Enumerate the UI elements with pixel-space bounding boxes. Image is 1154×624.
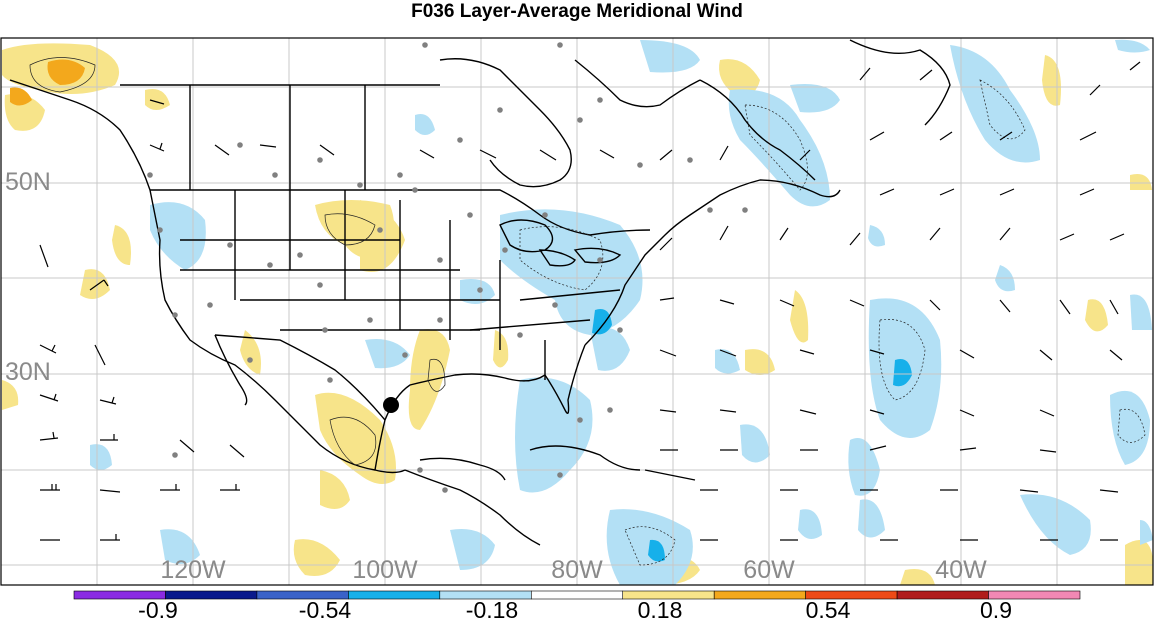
- shade-neg: [790, 84, 840, 113]
- shade-pos-strong: [47, 59, 85, 85]
- shade-pos: [745, 349, 775, 375]
- contour-lines: [29, 57, 1146, 566]
- shade-pos-strong: [10, 87, 32, 106]
- colorbar-label: -0.18: [465, 597, 519, 623]
- shade-neg: [150, 202, 206, 270]
- shade-neg: [365, 339, 410, 369]
- shade-neg: [1140, 520, 1153, 545]
- station-markers: [147, 42, 748, 493]
- shade-pos: [112, 225, 131, 265]
- shade-neg-strong: [592, 309, 612, 335]
- lon-label-120w: 120W: [160, 556, 226, 584]
- colorbar-swatch: [530, 590, 624, 600]
- shade-pos: [1130, 174, 1152, 190]
- shade-pos: [408, 329, 450, 430]
- shade-neg: [460, 279, 495, 304]
- shade-pos: [1125, 540, 1153, 585]
- shade-pos: [145, 89, 170, 110]
- coastlines-and-borders: [9, 39, 951, 546]
- shade-neg: [950, 45, 1040, 163]
- shade-neg: [1115, 39, 1150, 53]
- shade-neg: [740, 424, 770, 463]
- shade-neg: [90, 444, 112, 470]
- shade-neg-strong: [648, 539, 665, 562]
- shade-pos: [315, 392, 396, 484]
- shade-neg: [848, 438, 880, 496]
- map-frame: [0, 37, 1154, 586]
- lat-label-50n: 50N: [5, 168, 51, 196]
- shade-pos: [1042, 55, 1061, 106]
- colorbar-label: -0.54: [298, 597, 352, 623]
- shade-pos: [1085, 299, 1108, 332]
- shade-neg: [160, 529, 200, 564]
- shade-pos: [80, 269, 110, 299]
- shade-neg: [500, 209, 643, 335]
- colorbar-swatch: [713, 590, 807, 600]
- shade-pos: [293, 539, 340, 576]
- lon-label-40w: 40W: [935, 556, 987, 584]
- colorbar-label: 0.18: [637, 597, 683, 623]
- lat-label-30n: 30N: [5, 358, 51, 386]
- feature-marker: [383, 397, 399, 413]
- colorbar-swatch: [348, 590, 441, 600]
- lon-label-60w: 60W: [743, 556, 795, 584]
- shade-neg: [415, 114, 435, 135]
- shade-neg-strong: [893, 359, 912, 387]
- shade-pos: [2, 380, 19, 410]
- shade-neg: [640, 40, 700, 73]
- lat-lon-grid: [1, 38, 1153, 585]
- shade-pos: [900, 569, 935, 585]
- colorbar-swatch: [988, 590, 1081, 600]
- lon-label-80w: 80W: [551, 556, 603, 584]
- shade-neg: [1020, 494, 1091, 555]
- colorbar-label: -0.9: [138, 597, 178, 623]
- shade-pos: [320, 470, 350, 509]
- shade-neg: [1110, 390, 1150, 465]
- shade-neg: [868, 225, 885, 247]
- shade-pos: [790, 290, 809, 343]
- shade-neg: [515, 377, 593, 493]
- shade-neg: [450, 529, 495, 570]
- colorbar-swatch: [165, 590, 258, 600]
- shade-neg: [1130, 294, 1152, 330]
- shade-pos: [240, 330, 261, 375]
- shade-neg: [798, 509, 822, 539]
- wind-shading: [2, 39, 1153, 585]
- shade-neg: [728, 89, 830, 207]
- colorbar-label: 0.9: [980, 597, 1012, 623]
- colorbar-label: 0.54: [805, 597, 851, 623]
- wind-barbs: [39, 61, 1141, 541]
- map-title: F036 Layer-Average Meridional Wind: [411, 1, 743, 22]
- colorbar-swatch: [896, 590, 989, 600]
- shade-pos: [360, 200, 405, 272]
- shade-neg: [590, 327, 630, 371]
- lon-label-100w: 100W: [352, 556, 418, 584]
